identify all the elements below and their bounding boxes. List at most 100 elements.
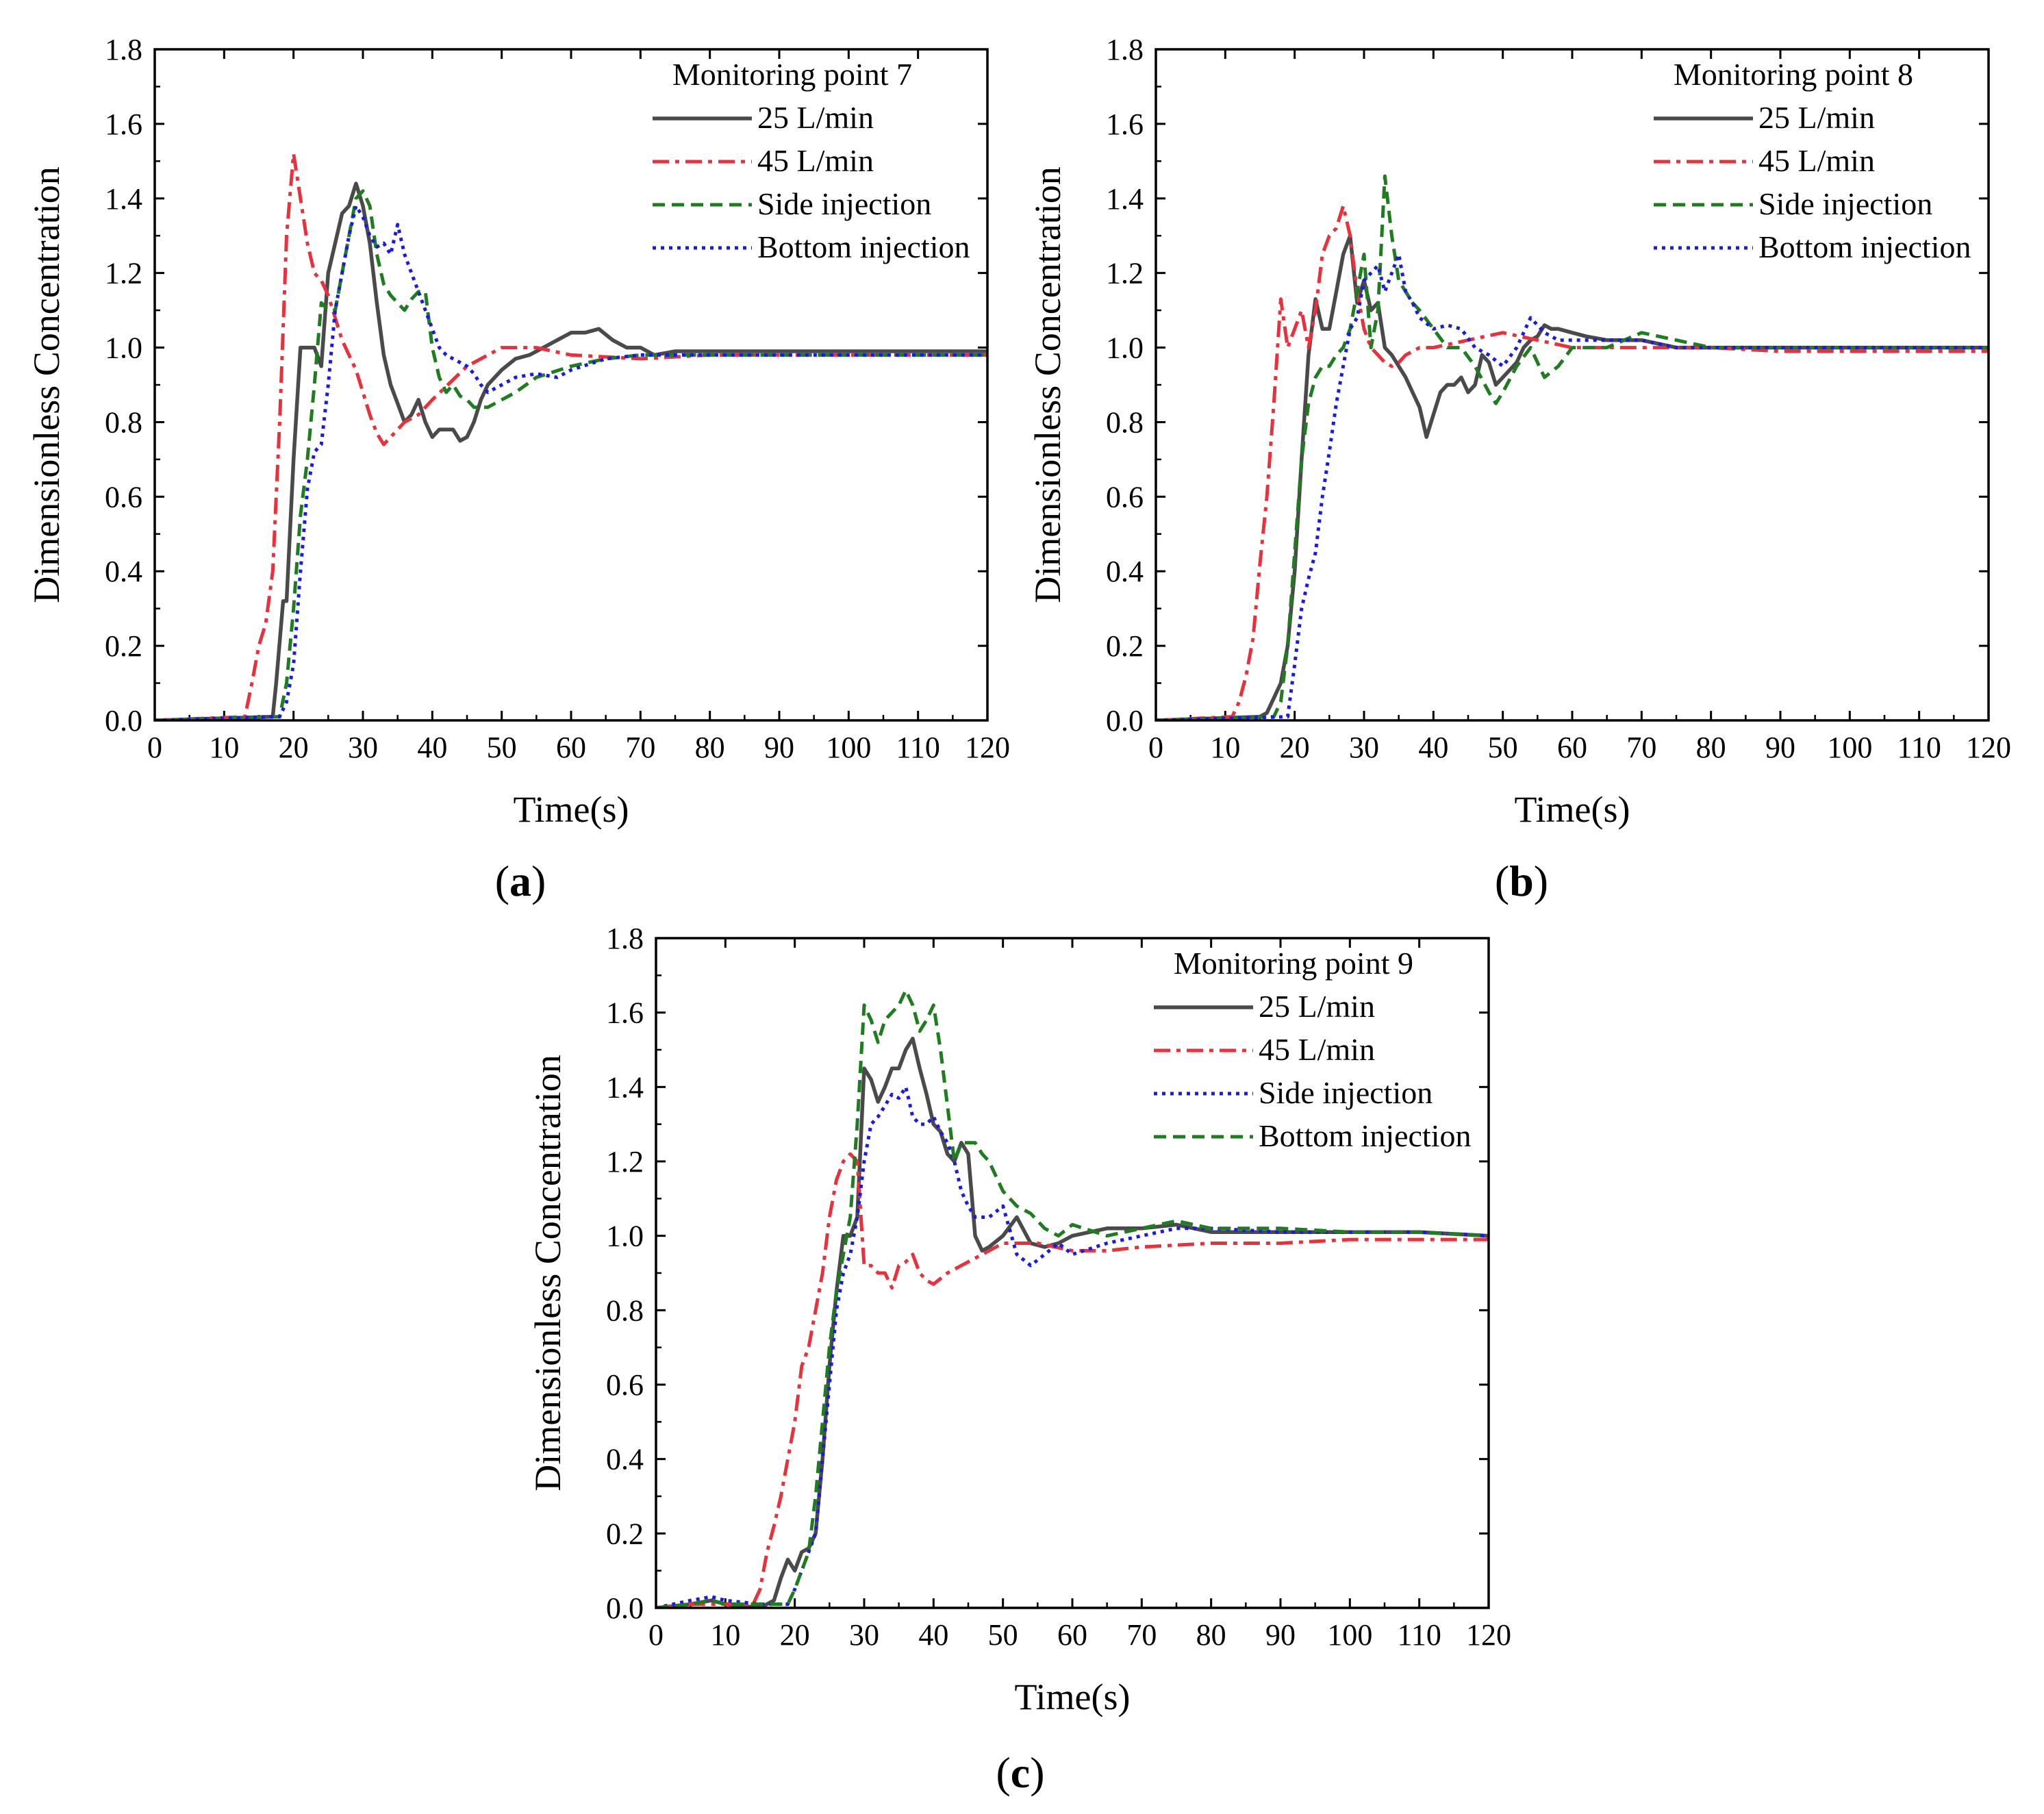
x-tick-label: 40 — [417, 731, 447, 764]
legend: Monitoring point 9 25 L/min 45 L/min Side i… — [1154, 946, 1471, 1153]
legend-title: Monitoring point 9 — [1174, 946, 1413, 981]
axes-frame — [153, 48, 989, 722]
y-tick-label: 1.4 — [606, 1070, 644, 1104]
y-tick-label: 1.4 — [105, 182, 142, 216]
series-line-1 — [1156, 234, 1989, 720]
x-axis-label: Time(s) — [513, 789, 629, 830]
y-tick-label: 0.6 — [105, 480, 142, 514]
legend: Monitoring point 8 25 L/min 45 L/min Side i… — [1654, 57, 1971, 264]
x-tick-label: 50 — [988, 1618, 1018, 1652]
x-tick-label: 70 — [1126, 1618, 1157, 1652]
y-tick-label: 0.2 — [606, 1517, 644, 1550]
y-tick-label: 0.6 — [606, 1368, 644, 1402]
x-tick-label: 40 — [1418, 731, 1448, 764]
y-axis-label: Dimensionless Concentration — [26, 166, 67, 603]
x-tick-label: 0 — [648, 1618, 664, 1652]
legend-label-4: Bottom injection — [757, 229, 970, 264]
y-tick-label: 1.6 — [606, 996, 644, 1030]
y-tick-label: 1.0 — [1106, 331, 1144, 365]
panel-label-2: (b) — [1495, 857, 1548, 905]
y-tick-label: 1.6 — [105, 108, 142, 141]
legend-label-1: 25 L/min — [1758, 100, 1875, 135]
x-tick-label: 60 — [556, 731, 586, 764]
x-tick-label: 60 — [1557, 731, 1587, 764]
x-axis-label: Time(s) — [1514, 789, 1630, 830]
x-tick-label: 90 — [764, 731, 794, 764]
x-tick-label: 80 — [1196, 1618, 1226, 1652]
y-tick-label: 0.6 — [1106, 480, 1144, 514]
legend-title: Monitoring point 7 — [672, 57, 912, 92]
y-tick-label: 1.8 — [105, 33, 142, 66]
chart-panel-1: 0 10 20 30 40 50 60 70 80 90 100 110 120 0.0 0.2 0.4 0.6… — [26, 33, 1010, 830]
x-tick-label: 100 — [1327, 1618, 1372, 1652]
x-tick-label: 10 — [710, 1618, 740, 1652]
x-tick-label: 50 — [487, 731, 517, 764]
axes-frame — [655, 937, 1490, 1609]
y-tick-label: 0.2 — [1106, 629, 1144, 663]
y-axis-label: Dimensionless Concentration — [527, 1055, 568, 1491]
y-axis-label: Dimensionless Concentration — [1027, 166, 1068, 603]
x-tick-label: 110 — [896, 731, 939, 764]
legend-label-3: Side injection — [1259, 1075, 1433, 1110]
legend-label-2: 45 L/min — [757, 143, 874, 178]
legend-title: Monitoring point 8 — [1674, 57, 1913, 92]
series-line-2 — [155, 151, 987, 720]
x-tick-label: 20 — [780, 1618, 810, 1652]
chart-panel-3: 0 10 20 30 40 50 60 70 80 90 100 110 120 0.0 0.2 0.4 0.6… — [527, 922, 1511, 1717]
legend-label-1: 25 L/min — [757, 100, 874, 135]
x-tick-label: 110 — [1897, 731, 1941, 764]
y-tick-label: 0.0 — [1106, 704, 1144, 738]
axes-frame — [1155, 48, 1990, 722]
legend-label-1: 25 L/min — [1259, 989, 1375, 1024]
series-line-4 — [155, 204, 987, 720]
x-tick-label: 40 — [918, 1618, 948, 1652]
x-tick-label: 90 — [1265, 1618, 1296, 1652]
x-tick-label: 80 — [1696, 731, 1726, 764]
x-tick-label: 20 — [1280, 731, 1310, 764]
x-tick-label: 90 — [1765, 731, 1795, 764]
x-tick-label: 20 — [279, 731, 309, 764]
series-line-3 — [155, 189, 987, 720]
x-tick-label: 70 — [1626, 731, 1656, 764]
legend-label-4: Bottom injection — [1758, 229, 1971, 264]
y-tick-label: 1.0 — [606, 1220, 644, 1253]
series-line-4 — [656, 988, 1489, 1608]
x-tick-label: 80 — [695, 731, 725, 764]
panel-label-3: (c) — [996, 1748, 1044, 1797]
legend-label-3: Side injection — [757, 186, 931, 221]
x-tick-label: 10 — [1210, 731, 1240, 764]
y-tick-label: 0.4 — [606, 1443, 644, 1476]
x-tick-label: 120 — [965, 731, 1010, 764]
x-tick-label: 30 — [1349, 731, 1379, 764]
y-tick-label: 0.2 — [105, 629, 142, 663]
legend-label-4: Bottom injection — [1259, 1118, 1471, 1153]
panel-label-1: (a) — [495, 857, 546, 905]
x-tick-label: 100 — [1827, 731, 1872, 764]
y-tick-label: 1.8 — [1106, 33, 1144, 66]
x-axis-label: Time(s) — [1014, 1676, 1130, 1717]
series-line-3 — [1156, 174, 1989, 720]
x-tick-label: 0 — [1148, 731, 1163, 764]
legend-label-2: 45 L/min — [1259, 1032, 1375, 1067]
series-line-1 — [656, 1036, 1489, 1608]
x-tick-label: 0 — [147, 731, 162, 764]
x-tick-label: 50 — [1488, 731, 1518, 764]
y-tick-label: 0.8 — [1106, 405, 1144, 439]
y-tick-label: 0.0 — [606, 1591, 644, 1625]
y-tick-label: 0.8 — [105, 405, 142, 439]
legend-label-2: 45 L/min — [1758, 143, 1875, 178]
x-tick-label: 120 — [1966, 731, 2011, 764]
y-tick-label: 0.8 — [606, 1294, 644, 1327]
legend-label-3: Side injection — [1758, 186, 1932, 221]
x-tick-label: 110 — [1397, 1618, 1441, 1652]
x-tick-label: 10 — [209, 731, 239, 764]
series-line-1 — [155, 181, 987, 720]
series-line-2 — [1156, 204, 1989, 720]
x-tick-label: 60 — [1057, 1618, 1087, 1652]
legend: Monitoring point 7 25 L/min 45 L/min Side i… — [653, 57, 970, 264]
y-tick-label: 1.2 — [105, 257, 142, 290]
y-tick-label: 1.2 — [606, 1145, 644, 1179]
x-tick-label: 30 — [849, 1618, 879, 1652]
y-tick-label: 0.4 — [1106, 555, 1144, 588]
y-tick-label: 0.0 — [105, 704, 142, 738]
